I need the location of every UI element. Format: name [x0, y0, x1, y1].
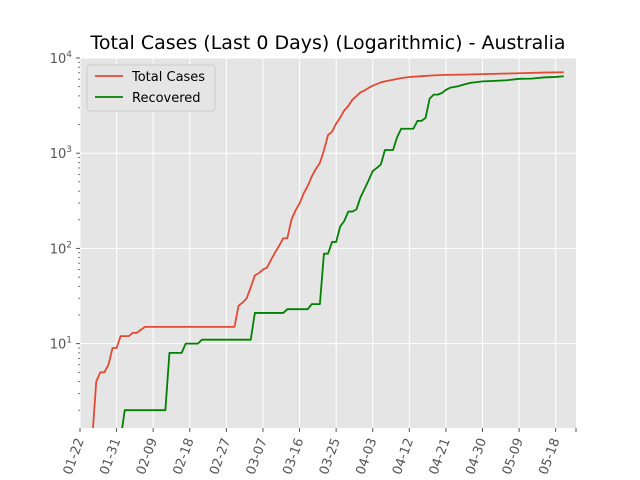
x-tick-label: 03-07	[244, 436, 271, 477]
chart-title: Total Cases (Last 0 Days) (Logarithmic) …	[89, 32, 565, 54]
x-tick-label: 03-16	[280, 436, 307, 477]
x-tick-label: 01-22	[61, 436, 88, 477]
x-tick-label: 04-30	[463, 436, 490, 477]
x-tick-label: 03-25	[317, 436, 344, 477]
grid	[79, 57, 576, 428]
x-tick-label: 02-09	[134, 436, 161, 477]
x-axis: 01-22 01-31 02-09 02-18 02-27 03-07 03-16 03-25…	[61, 428, 577, 477]
y-tick-label: 102	[50, 240, 72, 257]
x-tick-label: 05-18	[536, 436, 563, 477]
series-layer	[92, 71, 564, 428]
y-axis: 101 102 103 104	[50, 50, 80, 411]
plot-area	[80, 58, 576, 428]
x-tick-label: 01-31	[97, 436, 124, 477]
x-tick-label: 04-21	[427, 436, 454, 477]
series-line-recovered	[121, 75, 564, 428]
y-tick-label: 103	[50, 145, 72, 162]
legend-label-total-cases: Total Cases	[131, 70, 205, 85]
x-tick-label: 04-03	[353, 436, 380, 477]
x-tick-label: 02-27	[207, 436, 234, 477]
x-tick-label: 02-18	[171, 436, 198, 477]
series-line-total-cases	[92, 71, 564, 428]
legend: Total Cases Recovered	[86, 64, 216, 112]
x-tick-label: 05-09	[500, 436, 527, 477]
legend-label-recovered: Recovered	[132, 91, 201, 106]
y-tick-label: 101	[50, 336, 72, 353]
x-tick-label: 04-12	[390, 436, 417, 477]
y-tick-label: 104	[50, 50, 73, 67]
